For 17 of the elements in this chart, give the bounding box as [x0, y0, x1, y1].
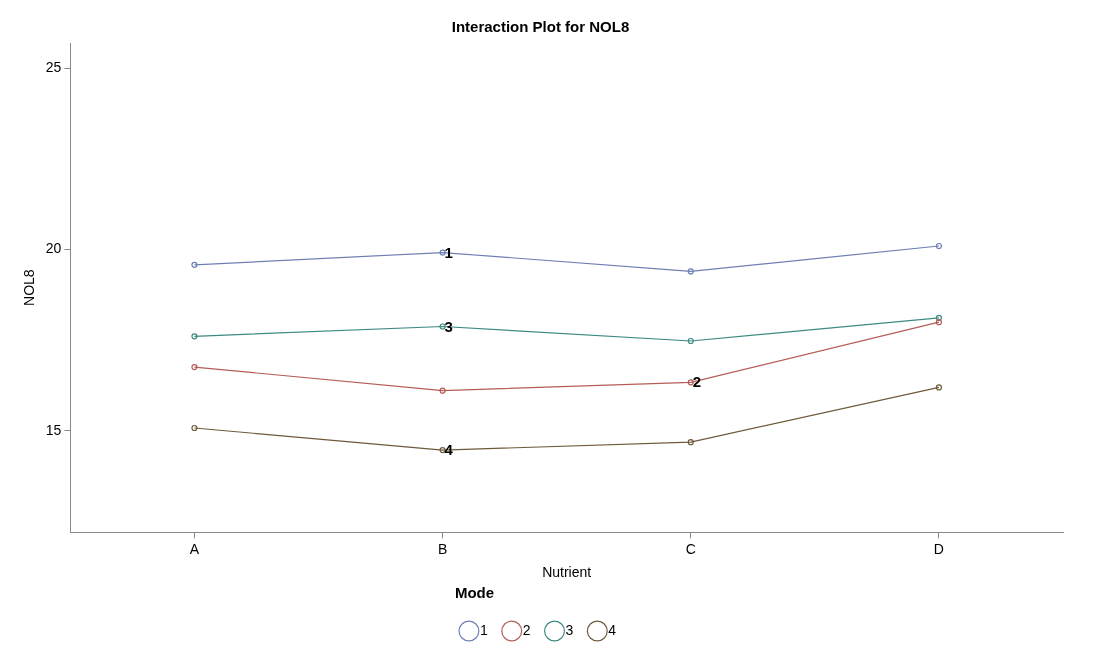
legend-label: 2: [522, 621, 531, 638]
x-tick-label: A: [189, 540, 200, 557]
legend-title: Mode: [454, 583, 495, 601]
legend-label: 3: [565, 621, 574, 638]
annotation: 3: [444, 317, 453, 335]
x-tick-label: C: [685, 540, 696, 557]
x-tick-label: D: [933, 540, 944, 557]
annotation: 1: [444, 243, 453, 261]
y-tick-label: 15: [45, 421, 62, 438]
chart-title: Interaction Plot for NOL8: [451, 18, 630, 36]
x-tick-label: B: [437, 540, 448, 557]
legend-label: 4: [608, 621, 617, 638]
y-tick-label: 20: [45, 240, 62, 257]
y-axis-title: NOL8: [21, 269, 38, 306]
legend-label: 1: [479, 621, 488, 638]
x-axis-title: Nutrient: [542, 564, 592, 581]
y-tick-label: 25: [45, 59, 62, 76]
